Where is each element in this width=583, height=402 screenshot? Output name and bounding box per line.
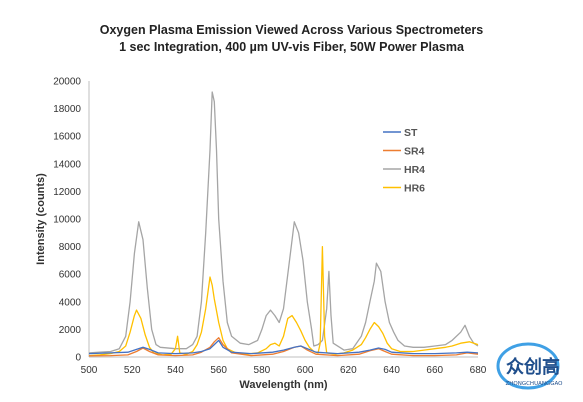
y-tick-label: 8000: [59, 242, 82, 253]
legend-label-sr4: SR4: [404, 146, 425, 158]
x-axis-title: Wavelength (nm): [239, 379, 328, 391]
y-tick-label: 6000: [59, 270, 82, 281]
series-line-sr4: [88, 337, 479, 357]
x-tick-label: 680: [470, 365, 487, 376]
y-tick-label: 4000: [59, 297, 82, 308]
legend: ST SR4 HR4 HR6: [383, 127, 425, 195]
x-tick-label: 500: [81, 365, 98, 376]
y-tick-label: 0: [75, 353, 81, 364]
logo-text: 众创高: [506, 356, 560, 378]
legend-label-st: ST: [404, 127, 418, 139]
logo-ring: [496, 342, 560, 390]
series-line-hr6: [88, 245, 479, 357]
legend-label-hr6: HR6: [404, 183, 425, 195]
chart-axes: 0 2000 4000 6000 8000 10000 12000 14000 16000 180…: [53, 77, 487, 377]
y-tick-label: 14000: [53, 159, 81, 170]
chart-title: Oxygen Plasma Emission Viewed Across Var…: [99, 23, 484, 37]
y-tick-label: 12000: [53, 187, 81, 198]
y-tick-label: 2000: [59, 325, 82, 336]
x-tick-label: 580: [254, 365, 271, 376]
x-tick-label: 620: [340, 365, 357, 376]
y-tick-label: 18000: [53, 104, 81, 115]
y-tick-label: 20000: [53, 77, 81, 88]
x-tick-label: 660: [426, 365, 443, 376]
series-line-hr4: [88, 91, 479, 354]
x-tick-label: 560: [210, 365, 227, 376]
x-tick-label: 540: [167, 365, 184, 376]
x-tick-label: 520: [124, 365, 141, 376]
y-tick-label: 16000: [53, 132, 81, 143]
x-tick-label: 600: [297, 365, 314, 376]
watermark-logo: 众创高 ZHONGCHUANGGAO: [496, 342, 563, 390]
y-tick-label: 10000: [53, 215, 81, 226]
y-axis-title: Intensity (counts): [35, 173, 47, 265]
chart-subtitle: 1 sec Integration, 400 µm UV-vis Fiber, …: [119, 40, 464, 54]
logo-subtext: ZHONGCHUANGGAO: [505, 381, 563, 387]
series-line-st: [88, 339, 479, 355]
series-layer: [88, 91, 479, 357]
x-tick-label: 640: [383, 365, 400, 376]
legend-label-hr4: HR4: [404, 164, 425, 176]
